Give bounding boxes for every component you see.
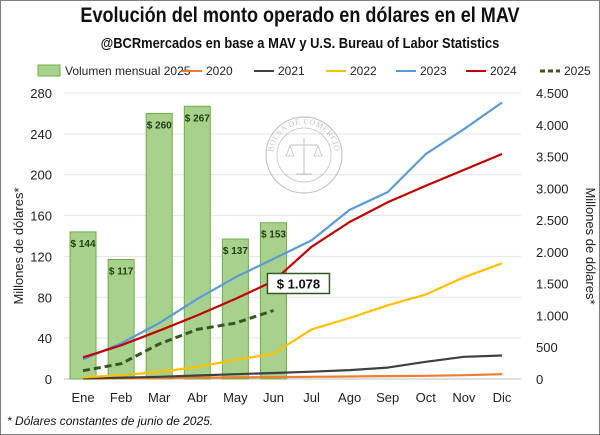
legend-label: 2023 [420, 64, 447, 78]
right-tick-label: 4.000 [536, 118, 569, 133]
right-tick-label: 4.500 [536, 86, 569, 101]
left-tick-label: 160 [30, 209, 52, 224]
legend-label: 2024 [490, 64, 517, 78]
right-tick-label: 0 [536, 372, 543, 387]
line-series-2021 [82, 354, 503, 380]
bar-labels: $ 144 $ 117 $ 260 $ 267 $ 137 $ 153 [71, 113, 287, 277]
legend-label: 2021 [278, 64, 305, 78]
legend-label: 2022 [350, 64, 377, 78]
right-tick-label: 3.000 [536, 181, 569, 196]
line-series-2022 [82, 262, 503, 379]
x-tick-label: Sep [376, 390, 399, 405]
x-tick-label: Jun [263, 390, 284, 405]
left-tick-label: 40 [38, 331, 52, 346]
bar-data-label: $ 153 [261, 230, 286, 241]
x-tick-label: Mar [148, 390, 171, 405]
legend: Volumen mensual 2025 2020 2021 2022 2023 2024… [37, 64, 591, 78]
x-tick-label: Feb [110, 390, 132, 405]
right-tick-label: 2.000 [536, 245, 569, 260]
x-tick-label: Ene [71, 390, 94, 405]
x-tick-label: Abr [187, 390, 208, 405]
left-tick-label: 280 [30, 86, 52, 101]
left-tick-label: 200 [30, 168, 52, 183]
right-tick-label: 1.500 [536, 277, 569, 292]
x-tick-label: Oct [416, 390, 437, 405]
right-tick-label: 1.000 [536, 308, 569, 323]
legend-swatch [37, 64, 61, 77]
annotation: $ 1.078 [266, 272, 331, 295]
legend-label: 2025 [564, 64, 591, 78]
axes: 0 40 80 120 160 200 240 280 0 500 1.000 1.500 2.000 2… [11, 86, 598, 405]
bar [221, 238, 249, 380]
x-tick-label: Nov [452, 390, 476, 405]
annotation-box [266, 272, 331, 295]
bar-data-label: $ 117 [109, 266, 134, 277]
x-tick-label: Ago [338, 390, 361, 405]
gridlines [64, 92, 521, 380]
x-tick-label: Dic [493, 390, 512, 405]
legend-label: Volumen mensual 2025 [65, 64, 191, 78]
left-tick-label: 120 [30, 249, 52, 264]
right-tick-label: 2.500 [536, 213, 569, 228]
bar-series [69, 105, 287, 380]
line-series-2023 [82, 101, 503, 361]
right-tick-label: 500 [536, 340, 558, 355]
annotation-label: $ 1.078 [277, 276, 320, 291]
right-tick-label: 3.500 [536, 150, 569, 165]
bar-data-label: $ 267 [185, 113, 210, 124]
left-tick-label: 240 [30, 127, 52, 142]
line-series-2020 [82, 373, 503, 380]
line-series-2024 [82, 152, 503, 359]
bar [183, 105, 211, 380]
x-tick-label: May [223, 390, 248, 405]
line-series [82, 101, 503, 380]
chart-title: Evolución del monto operado en dólares e… [80, 4, 520, 27]
chart-subtitle: @BCRmercados en base a MAV y U.S. Bureau… [100, 35, 500, 52]
bar-data-label: $ 137 [223, 246, 248, 257]
legend-label: 2020 [206, 64, 233, 78]
left-tick-label: 0 [45, 372, 52, 387]
left-axis-title: Millones de dólares* [11, 187, 26, 304]
line-series-2025 [82, 309, 274, 373]
bar-data-label: $ 144 [71, 239, 96, 250]
left-tick-label: 80 [38, 290, 52, 305]
x-tick-label: Jul [303, 390, 320, 405]
footnote: * Dólares constantes de junio de 2025. [7, 414, 214, 428]
bar-data-label: $ 260 [147, 120, 172, 131]
right-axis-title: Millones de dólares* [583, 187, 598, 304]
